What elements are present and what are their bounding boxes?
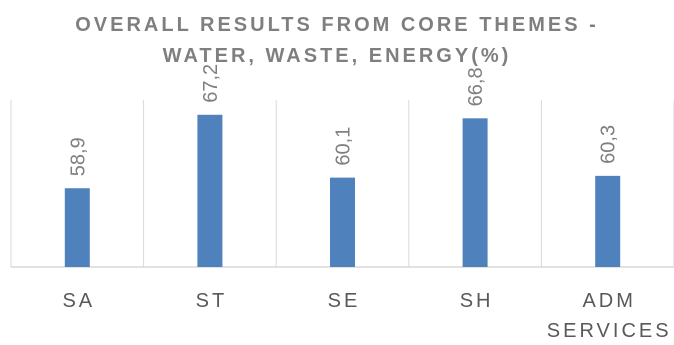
chart-title: OVERALL RESULTS FROM CORE THEMES - WATER…	[0, 10, 674, 72]
data-label: 66,8	[465, 67, 487, 106]
chart-title-line-1: OVERALL RESULTS FROM CORE THEMES -	[75, 14, 599, 36]
bar	[197, 114, 223, 267]
bar	[64, 188, 90, 267]
data-label: 60,3	[598, 125, 620, 164]
data-label: 67,2	[200, 64, 222, 103]
data-label: 60,1	[333, 127, 355, 166]
category-label: SERVICES	[547, 320, 672, 342]
category-label: ADM	[582, 290, 635, 312]
chart-title-line-2: WATER, WASTE, ENERGY(%)	[162, 45, 512, 67]
bar	[595, 175, 621, 267]
category-label: ST	[196, 290, 228, 312]
category-label: SH	[460, 290, 494, 312]
category-label: SE	[328, 290, 361, 312]
category-label: SA	[62, 290, 95, 312]
bar	[462, 118, 488, 267]
data-label: 58,9	[67, 137, 89, 176]
bar	[330, 177, 355, 267]
